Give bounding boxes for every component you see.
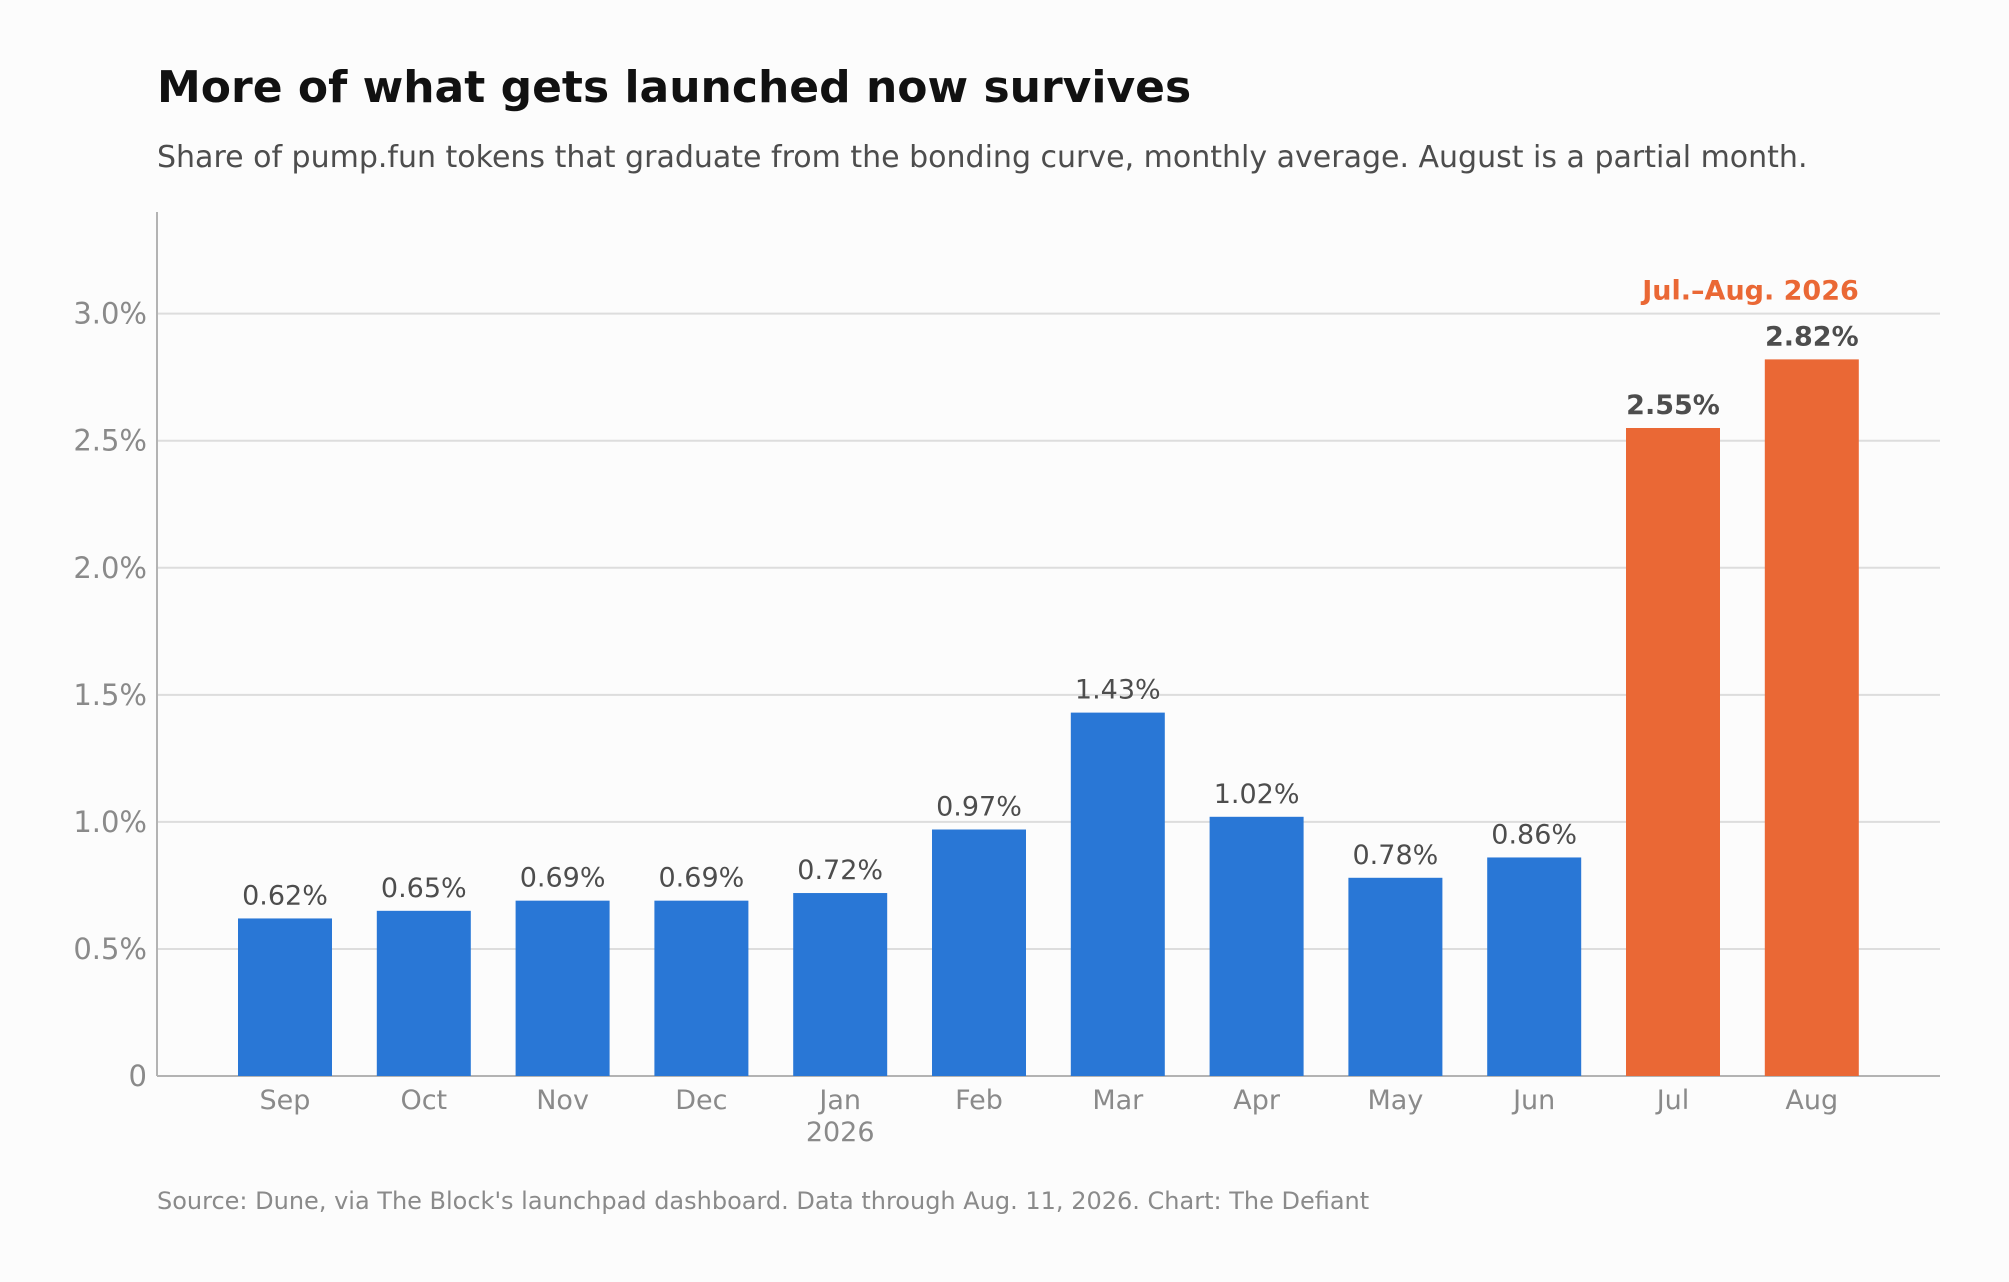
x-tick-label: Feb — [955, 1085, 1003, 1116]
y-tick-label: 2.0% — [73, 551, 147, 585]
y-tick-label: 3.0% — [73, 297, 147, 331]
annotation-label: Jul.–Aug. 2026 — [1640, 275, 1859, 306]
data-label: 0.72% — [797, 855, 883, 886]
data-label: 0.86% — [1491, 819, 1577, 850]
x-tick-label: May — [1367, 1085, 1423, 1116]
bar-mar — [1070, 712, 1165, 1076]
bar-feb — [932, 829, 1026, 1076]
bar-sep — [238, 918, 332, 1076]
y-tick-label: 1.0% — [73, 805, 147, 839]
data-label: 0.78% — [1353, 840, 1439, 871]
bar-jul — [1626, 428, 1720, 1076]
data-label: 0.62% — [242, 880, 328, 911]
x-tick-label: Aug — [1785, 1085, 1838, 1116]
x-tick-label: Jan — [817, 1085, 861, 1116]
data-label: 2.82% — [1765, 321, 1859, 352]
x-tick-label: Sep — [260, 1085, 311, 1116]
chart-subtitle: Share of pump.fun tokens that graduate f… — [157, 140, 1808, 175]
data-label: 1.43% — [1075, 675, 1161, 706]
chart-title: More of what gets launched now survives — [157, 62, 1192, 113]
x-tick-label: Jun — [1511, 1085, 1555, 1116]
x-tick-label: Jul — [1655, 1085, 1690, 1116]
x-tick-sublabel: 2026 — [806, 1117, 875, 1148]
y-tick-label: 0.5% — [73, 932, 147, 966]
bar-oct — [376, 910, 471, 1076]
y-tick-label: 1.5% — [73, 678, 147, 712]
labels: 0 0.5% 1.0% 1.5% 2.0% 2.5% 3.0% 0.62% Sep 0.65% Oc… — [73, 275, 1858, 1148]
bar-jan — [793, 893, 888, 1076]
x-tick-label: Nov — [536, 1085, 589, 1116]
data-label: 2.55% — [1626, 390, 1720, 421]
y-tick-label: 0 — [129, 1059, 147, 1093]
data-label: 1.02% — [1214, 779, 1300, 810]
bar-dec — [654, 900, 749, 1076]
x-tick-label: Apr — [1233, 1085, 1281, 1116]
x-tick-label: Dec — [675, 1085, 727, 1116]
chart-source: Source: Dune, via The Block's launchpad … — [157, 1187, 1370, 1215]
data-label: 0.69% — [659, 863, 745, 894]
bars — [238, 359, 1859, 1076]
x-tick-label: Mar — [1092, 1085, 1144, 1116]
bar-jun — [1487, 857, 1582, 1076]
data-label: 0.65% — [381, 873, 467, 904]
data-label: 0.69% — [520, 863, 606, 894]
bar-nov — [515, 900, 610, 1076]
bar-apr — [1209, 816, 1304, 1076]
y-tick-label: 2.5% — [73, 424, 147, 458]
x-tick-label: Oct — [400, 1085, 447, 1116]
data-label: 0.97% — [936, 792, 1022, 823]
bar-aug — [1764, 359, 1859, 1076]
bar-may — [1348, 877, 1443, 1076]
